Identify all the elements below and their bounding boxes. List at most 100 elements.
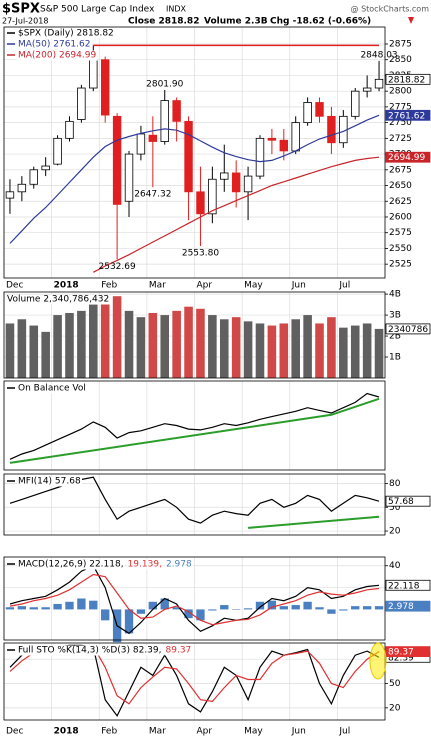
value-tag-box: [385, 646, 431, 658]
value-tag: 2340786: [388, 325, 428, 335]
histogram-bar: [255, 601, 265, 610]
source: @ StockCharts.com: [351, 5, 430, 14]
x-tick-label: Feb: [101, 281, 117, 291]
legend-bg: [17, 50, 98, 61]
legend-entry: $SPX (Daily) 2818.82: [18, 29, 114, 39]
date: 27-Jul-2018: [2, 17, 48, 26]
candle-body: [255, 137, 265, 177]
candle-body: [196, 191, 205, 215]
x-tick-label: Jun: [291, 727, 306, 737]
candle-body: [148, 134, 158, 142]
histogram-bar: [291, 605, 300, 610]
histogram-bar: [243, 608, 253, 610]
volume-bar: [17, 319, 27, 378]
x-tick-label: Dec: [6, 281, 23, 291]
series-line: [93, 156, 380, 273]
x-tick-label: 2018: [54, 727, 79, 737]
volume-bar: [267, 325, 277, 378]
legend-bg: [17, 39, 92, 50]
legend-bg: [164, 645, 193, 656]
candle-body: [136, 133, 146, 155]
candle-body: [5, 191, 15, 199]
histogram-bar: [17, 606, 27, 610]
candle-body: [41, 165, 50, 171]
volume-bar: [362, 323, 372, 378]
y-tick-label: 2550: [389, 244, 412, 254]
y-tick-label: 2850: [389, 55, 412, 65]
y-tick-label: 1B: [389, 353, 401, 363]
symbol: $SPX: [2, 2, 40, 17]
candle-body: [100, 59, 110, 116]
legend-bg: [17, 476, 82, 487]
x-tick-label: Mar: [149, 727, 166, 737]
legend-entry: Full STO %K(14,3) %D(3) 82.39,: [18, 646, 162, 656]
volume-bar: [231, 317, 241, 378]
volume-bar: [243, 321, 253, 378]
legend-bg: [164, 559, 193, 570]
y-tick-label: 50: [389, 679, 401, 689]
volume-bar: [29, 325, 39, 378]
panel-frame: [3, 26, 386, 279]
histogram-bar: [41, 607, 50, 610]
value-tag: 2818.82: [388, 75, 425, 85]
value-tag-box: [385, 323, 431, 335]
series-line: [9, 392, 380, 460]
volume-bar: [374, 328, 384, 378]
value-tag: 82.39: [388, 653, 414, 663]
legend-entry: MA(50) 2761.62: [18, 40, 90, 50]
legend-entry: On Balance Vol: [18, 384, 86, 394]
x-tick-label: 2018: [54, 281, 79, 291]
volume-bar: [89, 304, 98, 378]
candle-body: [351, 90, 360, 117]
histogram-bar: [184, 609, 193, 619]
legend-bg: [17, 645, 163, 656]
candle-body: [65, 120, 74, 139]
value-tag-box: [385, 151, 431, 163]
price-annotation: 2801.90: [146, 79, 183, 89]
candle-body: [231, 172, 241, 193]
histogram-bar: [339, 609, 348, 611]
candle-body: [124, 153, 134, 202]
panel-frame: [3, 642, 386, 721]
volume-bar: [53, 315, 62, 378]
price-annotation: 2647.32: [134, 190, 171, 200]
volume-bar: [303, 315, 312, 378]
series-line: [9, 564, 380, 635]
volume-bar: [327, 317, 336, 378]
y-tick-label: 2750: [389, 118, 412, 128]
y-tick-label: 2675: [389, 165, 412, 175]
x-tick-label: Dec: [6, 727, 23, 737]
panel-frame: [3, 473, 386, 536]
y-tick-label: 2650: [389, 181, 412, 191]
candle-body: [29, 169, 38, 185]
panel-frame: [3, 291, 386, 379]
panel-frame: [3, 556, 386, 641]
value-tag-box: [385, 495, 431, 507]
histogram-bar: [124, 609, 134, 634]
y-tick-label: 2775: [389, 102, 412, 112]
volume-bar: [208, 315, 217, 378]
volume-bar: [136, 317, 146, 378]
x-tick-label: Jul: [338, 727, 350, 737]
legend-bg: [17, 383, 87, 394]
value-tag: 2.978: [388, 602, 414, 612]
volume-bar: [148, 312, 158, 378]
series-line: [9, 573, 380, 626]
histogram-bar: [77, 598, 86, 610]
histogram-bar: [136, 609, 146, 614]
candle-body: [362, 87, 372, 92]
histogram-bar: [327, 609, 336, 614]
histogram-bar: [315, 607, 324, 610]
y-tick-label: 20: [389, 703, 401, 713]
volume-bar: [255, 323, 265, 378]
histogram-bar: [196, 609, 205, 621]
histogram-bar: [208, 609, 217, 611]
candle-body: [184, 120, 193, 193]
volume-bar: [77, 310, 86, 378]
volume-bar: [339, 327, 348, 378]
volume-bar: [315, 323, 324, 378]
price-annotation: 2848.03: [360, 50, 397, 60]
candle-body: [267, 137, 277, 141]
volume-bar: [65, 312, 74, 378]
candle-body: [220, 172, 229, 180]
